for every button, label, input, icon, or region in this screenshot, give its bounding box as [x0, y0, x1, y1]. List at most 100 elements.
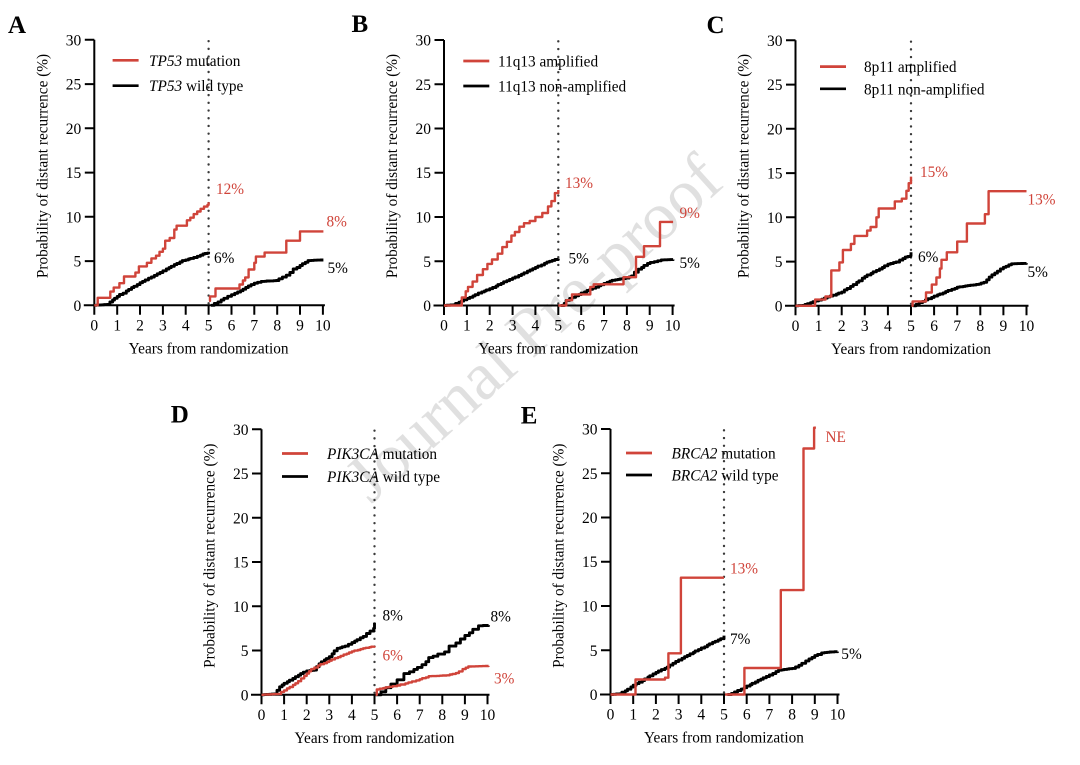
svg-text:30: 30: [767, 33, 783, 50]
svg-text:8: 8: [273, 317, 281, 334]
svg-text:8%: 8%: [383, 608, 404, 625]
svg-text:0: 0: [90, 317, 98, 334]
svg-text:15: 15: [233, 555, 249, 572]
svg-text:5: 5: [423, 254, 431, 271]
svg-text:TP53 mutation: TP53 mutation: [149, 53, 241, 70]
svg-text:5: 5: [205, 317, 213, 334]
svg-text:30: 30: [66, 32, 82, 49]
svg-text:20: 20: [416, 121, 432, 138]
svg-text:25: 25: [66, 77, 82, 94]
svg-text:10: 10: [665, 318, 681, 335]
svg-text:2: 2: [303, 707, 311, 724]
svg-text:10: 10: [582, 599, 598, 616]
svg-text:20: 20: [767, 121, 783, 138]
svg-text:3: 3: [159, 317, 167, 334]
svg-text:5%: 5%: [569, 251, 590, 268]
svg-text:Probability of distant recurre: Probability of distant recurrence (%): [202, 444, 219, 668]
svg-text:7: 7: [953, 318, 961, 335]
svg-text:5%: 5%: [680, 255, 701, 272]
svg-text:2: 2: [838, 318, 846, 335]
svg-text:8p11 non-amplified: 8p11 non-amplified: [864, 81, 985, 98]
svg-text:4: 4: [182, 317, 190, 334]
svg-text:6: 6: [743, 707, 751, 724]
svg-text:10: 10: [480, 707, 496, 724]
svg-text:5: 5: [720, 707, 728, 724]
svg-text:10: 10: [315, 317, 331, 334]
svg-text:Years from randomization: Years from randomization: [478, 341, 638, 358]
svg-text:0: 0: [74, 298, 82, 315]
svg-text:9: 9: [811, 707, 819, 724]
svg-text:1: 1: [113, 317, 121, 334]
svg-text:3: 3: [861, 318, 869, 335]
svg-text:6%: 6%: [383, 648, 404, 665]
svg-text:3: 3: [509, 318, 517, 335]
svg-text:10: 10: [1019, 318, 1035, 335]
svg-text:0: 0: [440, 318, 448, 335]
svg-text:10: 10: [830, 707, 846, 724]
svg-text:30: 30: [233, 422, 249, 439]
svg-text:5: 5: [371, 707, 379, 724]
svg-text:10: 10: [767, 210, 783, 227]
svg-text:Years from randomization: Years from randomization: [831, 341, 991, 358]
svg-text:10: 10: [66, 209, 82, 226]
svg-text:7: 7: [600, 318, 608, 335]
svg-text:20: 20: [66, 121, 82, 138]
svg-text:2: 2: [136, 317, 144, 334]
svg-text:6: 6: [393, 707, 401, 724]
svg-text:8: 8: [976, 318, 984, 335]
svg-text:7: 7: [250, 317, 258, 334]
svg-text:8: 8: [623, 318, 631, 335]
svg-text:BRCA2 mutation: BRCA2 mutation: [672, 446, 776, 463]
svg-text:1: 1: [280, 707, 288, 724]
svg-text:Probability of distant recurre: Probability of distant recurrence (%): [551, 444, 568, 668]
svg-text:30: 30: [416, 33, 432, 50]
svg-text:Probability of distant recurre: Probability of distant recurrence (%): [384, 54, 401, 278]
svg-text:PIK3CA wild type: PIK3CA wild type: [326, 469, 440, 486]
svg-text:1: 1: [629, 707, 637, 724]
svg-text:Probability of distant recurre: Probability of distant recurrence (%): [736, 54, 753, 278]
svg-text:0: 0: [241, 687, 249, 704]
svg-text:1: 1: [463, 318, 471, 335]
svg-text:11q13 amplified: 11q13 amplified: [498, 54, 598, 71]
svg-text:B: B: [352, 11, 369, 38]
svg-text:7: 7: [416, 707, 424, 724]
svg-text:6: 6: [930, 318, 938, 335]
svg-text:13%: 13%: [565, 175, 593, 192]
svg-text:2: 2: [652, 707, 660, 724]
svg-text:12%: 12%: [216, 181, 244, 198]
svg-text:11q13 non-amplified: 11q13 non-amplified: [498, 79, 627, 96]
svg-text:6%: 6%: [214, 250, 235, 267]
svg-text:TP53 wild type: TP53 wild type: [149, 78, 244, 95]
svg-text:15: 15: [416, 165, 432, 182]
svg-text:0: 0: [590, 687, 598, 704]
svg-text:PIK3CA mutation: PIK3CA mutation: [326, 446, 437, 463]
svg-text:6: 6: [228, 317, 236, 334]
svg-text:2: 2: [486, 318, 494, 335]
svg-text:D: D: [171, 402, 189, 429]
svg-text:6%: 6%: [918, 249, 939, 266]
svg-text:4: 4: [884, 318, 892, 335]
svg-text:25: 25: [416, 77, 432, 94]
svg-text:5%: 5%: [1028, 264, 1049, 281]
svg-text:9: 9: [296, 317, 304, 334]
svg-text:5: 5: [590, 643, 598, 660]
svg-text:5: 5: [554, 318, 562, 335]
svg-text:E: E: [521, 403, 538, 430]
svg-text:25: 25: [233, 466, 249, 483]
svg-text:8p11 amplified: 8p11 amplified: [864, 59, 957, 76]
svg-text:8%: 8%: [491, 609, 512, 626]
svg-text:25: 25: [767, 77, 783, 94]
svg-text:BRCA2 wild type: BRCA2 wild type: [672, 468, 779, 485]
svg-text:5: 5: [74, 254, 82, 271]
svg-text:A: A: [8, 12, 26, 39]
svg-text:3: 3: [325, 707, 333, 724]
svg-text:5: 5: [241, 643, 249, 660]
svg-text:C: C: [707, 12, 725, 39]
svg-text:Years from randomization: Years from randomization: [295, 730, 455, 747]
svg-text:10: 10: [416, 210, 432, 227]
svg-text:5: 5: [907, 318, 915, 335]
svg-text:8: 8: [438, 707, 446, 724]
svg-text:1: 1: [815, 318, 823, 335]
svg-text:20: 20: [582, 510, 598, 527]
svg-text:5: 5: [775, 254, 783, 271]
